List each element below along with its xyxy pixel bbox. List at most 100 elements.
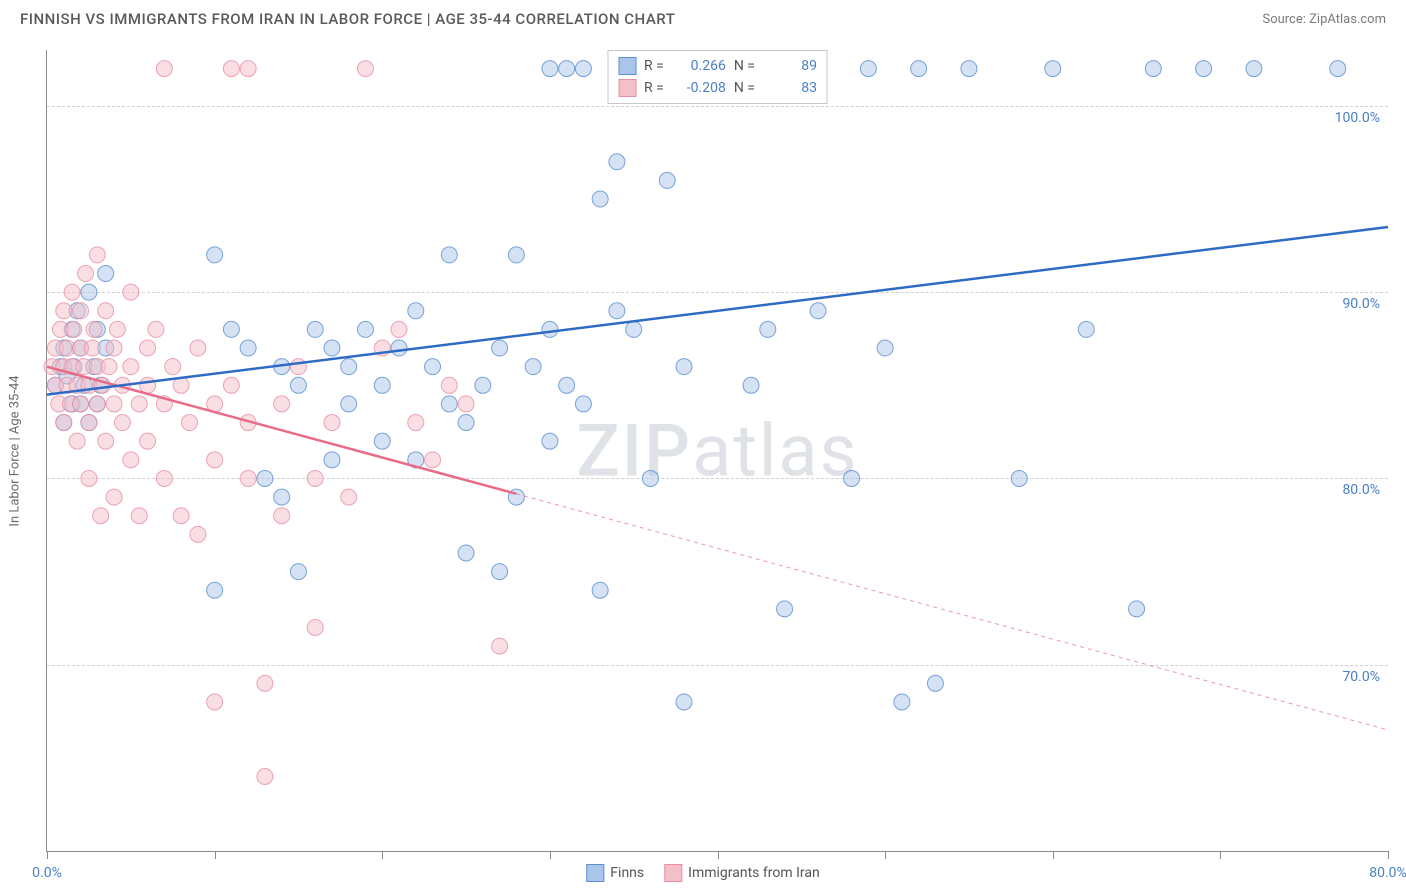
data-point — [575, 61, 591, 77]
data-point — [290, 564, 306, 580]
correlation-legend: R = 0.266 N = 89 R = -0.208 N = 83 — [607, 50, 828, 104]
data-point — [1129, 601, 1145, 617]
scatter-plot-svg — [47, 50, 1388, 851]
data-point — [676, 694, 692, 710]
legend-item-finns: Finns — [586, 864, 644, 882]
data-point — [81, 415, 97, 431]
data-point — [86, 321, 102, 337]
x-tick — [718, 851, 719, 859]
data-point — [860, 61, 876, 77]
data-point — [425, 452, 441, 468]
data-point — [56, 303, 72, 319]
data-point — [240, 470, 256, 486]
data-point — [626, 321, 642, 337]
chart-area: In Labor Force | Age 35-44 ZIPatlas R = … — [46, 50, 1388, 852]
data-point — [223, 61, 239, 77]
data-point — [609, 303, 625, 319]
data-point — [391, 340, 407, 356]
n-label: N = — [734, 58, 755, 74]
data-point — [123, 284, 139, 300]
y-axis-label: In Labor Force | Age 35-44 — [8, 375, 23, 526]
data-point — [114, 415, 130, 431]
data-point — [181, 415, 197, 431]
data-point — [190, 526, 206, 542]
data-point — [391, 321, 407, 337]
data-point — [1078, 321, 1094, 337]
data-point — [676, 359, 692, 375]
data-point — [98, 433, 114, 449]
legend-row-finns: R = 0.266 N = 89 — [618, 55, 817, 77]
data-point — [324, 340, 340, 356]
data-point — [441, 377, 457, 393]
data-point — [207, 247, 223, 263]
data-point — [374, 433, 390, 449]
iran-swatch — [664, 864, 682, 882]
data-point — [492, 340, 508, 356]
data-point — [140, 433, 156, 449]
data-point — [927, 675, 943, 691]
data-point — [1246, 61, 1262, 77]
data-point — [894, 694, 910, 710]
data-point — [223, 321, 239, 337]
data-point — [844, 470, 860, 486]
data-point — [101, 359, 117, 375]
data-point — [559, 377, 575, 393]
data-point — [441, 247, 457, 263]
iran-n-value: 83 — [763, 80, 817, 96]
source-attribution: Source: ZipAtlas.com — [1262, 12, 1386, 27]
data-point — [207, 694, 223, 710]
series-legend: Finns Immigrants from Iran — [586, 864, 819, 882]
iran-swatch — [618, 79, 636, 97]
x-tick-label: 0.0% — [32, 865, 62, 881]
data-point — [89, 247, 105, 263]
x-tick — [215, 851, 216, 859]
finns-label: Finns — [610, 865, 644, 881]
data-point — [324, 415, 340, 431]
iran-r-value: -0.208 — [672, 80, 726, 96]
data-point — [98, 303, 114, 319]
n-label: N = — [734, 80, 755, 96]
data-point — [374, 377, 390, 393]
data-point — [131, 396, 147, 412]
r-label: R = — [644, 80, 664, 96]
trend-line — [47, 227, 1388, 395]
data-point — [458, 396, 474, 412]
data-point — [1330, 61, 1346, 77]
r-label: R = — [644, 58, 664, 74]
data-point — [78, 266, 94, 282]
data-point — [341, 489, 357, 505]
data-point — [64, 284, 80, 300]
x-tick — [47, 851, 48, 859]
data-point — [106, 489, 122, 505]
data-point — [492, 564, 508, 580]
data-point — [156, 470, 172, 486]
data-point — [109, 321, 125, 337]
data-point — [73, 303, 89, 319]
x-tick — [1053, 851, 1054, 859]
data-point — [93, 508, 109, 524]
data-point — [911, 61, 927, 77]
data-point — [441, 396, 457, 412]
data-point — [542, 433, 558, 449]
data-point — [66, 321, 82, 337]
iran-label: Immigrants from Iran — [688, 865, 820, 881]
data-point — [777, 601, 793, 617]
data-point — [148, 321, 164, 337]
data-point — [73, 396, 89, 412]
data-point — [592, 582, 608, 598]
data-point — [140, 340, 156, 356]
data-point — [165, 359, 181, 375]
data-point — [190, 340, 206, 356]
data-point — [357, 61, 373, 77]
data-point — [307, 470, 323, 486]
data-point — [592, 191, 608, 207]
data-point — [408, 415, 424, 431]
data-point — [458, 415, 474, 431]
data-point — [257, 470, 273, 486]
finns-r-value: 0.266 — [672, 58, 726, 74]
data-point — [961, 61, 977, 77]
finns-swatch — [618, 57, 636, 75]
data-point — [81, 284, 97, 300]
data-point — [659, 172, 675, 188]
data-point — [223, 377, 239, 393]
